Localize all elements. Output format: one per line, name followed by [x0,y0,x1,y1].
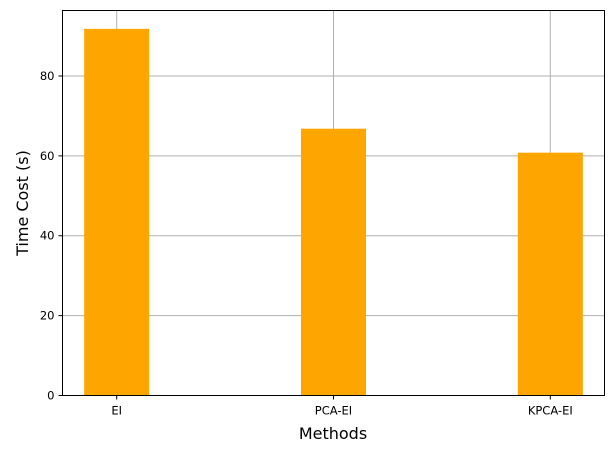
bars [84,28,583,396]
ticks: 0 20 40 60 80 EI PCA-EI KPCA-EI [40,69,573,418]
y-axis-label: Time Cost (s) [13,150,32,257]
y-tick-label: 40 [40,229,55,243]
y-tick-label: 0 [47,389,54,403]
y-tick-label: 20 [40,309,55,323]
y-tick-label: 80 [40,69,55,83]
bar-kpca-ei [517,152,583,396]
y-tick-label: 60 [40,149,55,163]
bar-pca-ei [300,128,367,396]
bar-ei [84,28,150,396]
x-axis-label: Methods [299,424,367,443]
x-tick-label: KPCA-EI [528,404,573,418]
x-tick-label: EI [111,404,122,418]
x-tick-label: PCA-EI [315,404,352,418]
